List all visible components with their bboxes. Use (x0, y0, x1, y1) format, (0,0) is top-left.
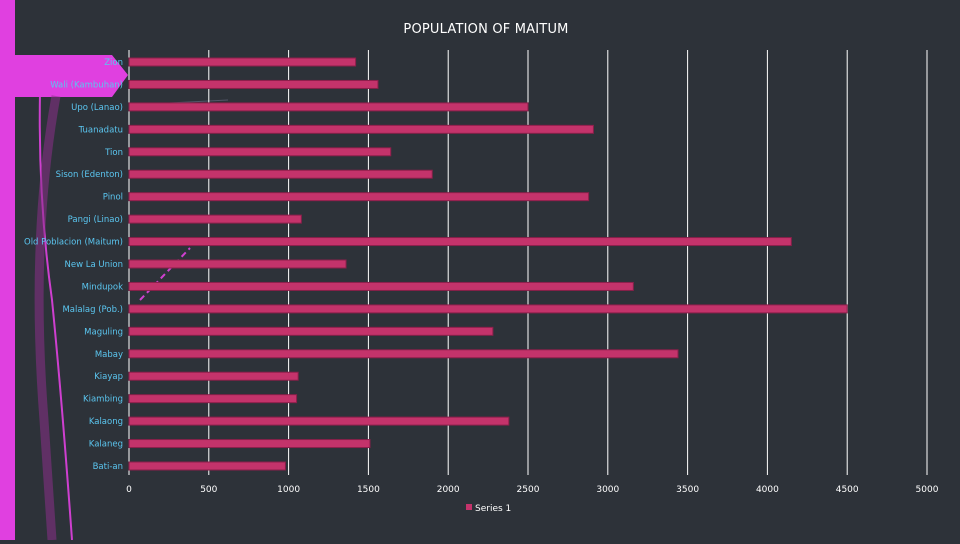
accent-line-diagonal (139, 247, 191, 301)
category-label: Kiambing (83, 395, 123, 405)
legend-swatch (466, 504, 472, 510)
bar (128, 371, 299, 381)
category-label: Mabay (95, 350, 123, 360)
category-label: Malalag (Pob.) (62, 305, 123, 315)
x-tick-label: 3000 (596, 485, 619, 495)
bar (128, 259, 347, 269)
category-label: Pangi (Linao) (68, 215, 123, 225)
category-label: Tuanadatu (78, 125, 123, 135)
x-tick-label: 4500 (836, 485, 859, 495)
x-tick-label: 500 (200, 485, 217, 495)
bar (128, 192, 590, 202)
x-tick-labels: 0 500 1000 1500 2000 2500 3000 3500 4000 4500 5000 (126, 485, 939, 495)
bar-series (128, 57, 848, 471)
category-label: Upo (Lanao) (71, 103, 123, 113)
category-labels: Bati-an Kalaneg Kalaong Kiambing Kiayap Mabay… (24, 58, 123, 472)
category-label: Sison (Edenton) (56, 170, 123, 180)
accent-arrow (15, 55, 128, 97)
bar (128, 394, 298, 404)
bar (128, 169, 433, 179)
x-tick-label: 2500 (517, 485, 540, 495)
category-label: Kalaneg (89, 440, 123, 450)
x-tick-label: 2000 (437, 485, 460, 495)
category-label: Pinol (103, 193, 123, 203)
bar (128, 102, 529, 112)
x-tick-label: 1000 (277, 485, 300, 495)
bar (128, 326, 494, 336)
legend-label: Series 1 (475, 504, 511, 514)
category-label: Tion (104, 148, 123, 158)
x-tick-label: 3500 (676, 485, 699, 495)
category-label: Kalaong (89, 417, 123, 427)
bar (128, 57, 357, 67)
bar (128, 147, 392, 157)
x-tick-label: 1500 (357, 485, 380, 495)
bar (128, 214, 302, 224)
category-label: Maguling (84, 327, 123, 337)
bar (128, 281, 634, 291)
bar (128, 304, 848, 314)
bar (128, 439, 371, 449)
accent-curve (38, 91, 73, 541)
bar (128, 124, 594, 134)
slide-decoration (0, 0, 229, 541)
bar (128, 79, 379, 89)
x-tick-label: 0 (126, 485, 132, 495)
bar (128, 349, 679, 359)
category-label: Kiayap (94, 372, 123, 382)
category-label: Bati-an (93, 462, 123, 472)
chart-title: POPULATION OF MAITUM (403, 22, 569, 37)
bar (128, 416, 510, 426)
bar (128, 461, 286, 471)
x-tick-label: 5000 (916, 485, 939, 495)
category-label: Old Poblacion (Maitum) (24, 238, 123, 248)
bar (128, 237, 792, 247)
accent-bar (0, 0, 15, 540)
legend: Series 1 (466, 504, 511, 514)
category-label: New La Union (65, 260, 123, 270)
category-label: Wali (Kambuhan) (50, 80, 123, 90)
category-label: Zion (104, 58, 123, 68)
category-label: Mindupok (82, 282, 123, 292)
x-tick-label: 4000 (756, 485, 779, 495)
gridlines (128, 50, 928, 475)
accent-curve-shadow (34, 95, 61, 541)
